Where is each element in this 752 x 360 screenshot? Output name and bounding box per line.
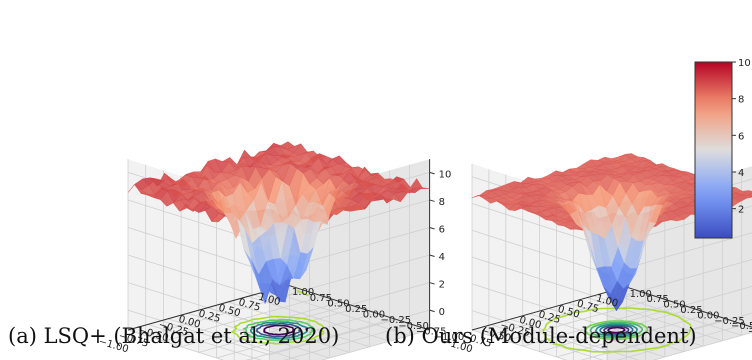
contour-line <box>589 321 644 339</box>
contour-line <box>296 289 309 297</box>
z-tick-label: 4 <box>439 252 445 263</box>
panel-a: 0 2 4 6 8 10 −1.00−0.75−0.50−0.250.000.250.500… <box>97 141 465 360</box>
y-tick-label: 0.00 <box>363 310 385 321</box>
grid <box>471 163 752 360</box>
y-tick-label: 1.00 <box>292 287 314 298</box>
y-tick-label: −0.25 <box>381 315 412 326</box>
caption-panel-a: (a) LSQ+ (Bhalgat et al., 2020) <box>8 324 340 348</box>
colorbar-tick-label: 10 <box>738 58 751 69</box>
contour-line <box>607 326 626 334</box>
contour-line <box>599 324 634 336</box>
colorbar-tick-label: 4 <box>738 168 744 179</box>
colorbar: 2 4 6 8 10 <box>694 58 751 239</box>
contour-line <box>594 323 639 338</box>
surface <box>471 153 752 312</box>
surface <box>127 141 430 305</box>
contour-lines <box>542 307 693 353</box>
contour-line <box>230 315 325 345</box>
colorbar-tick-label: 8 <box>738 95 744 106</box>
surface-patch <box>280 141 295 150</box>
y-tick-label: −0.75 <box>748 327 752 338</box>
contour-line <box>584 320 649 341</box>
y-tick-label: −0.50 <box>398 321 429 332</box>
contour-line <box>255 322 302 338</box>
y-tick-label: 0.50 <box>663 300 685 311</box>
z-tick-mark <box>429 282 435 285</box>
colorbar-tick-label: 6 <box>738 131 744 142</box>
y-tick-label: 0.00 <box>697 310 719 321</box>
y-tick-label: 0.75 <box>310 293 332 304</box>
contour-line <box>249 321 309 340</box>
y-tick-label: −0.25 <box>714 316 745 327</box>
y-tick-label: 0.75 <box>647 294 669 305</box>
colorbar-tick-label: 2 <box>738 205 744 216</box>
y-tick-label: 0.50 <box>327 298 349 309</box>
y-tick-label: 0.25 <box>345 304 367 315</box>
y-tick-label: 1.00 <box>630 289 652 300</box>
contour-line <box>542 307 693 353</box>
y-tick-label: 0.25 <box>680 305 702 316</box>
z-tick-mark <box>429 171 435 175</box>
z-tick-label: 8 <box>439 197 445 208</box>
y-tick-label: −0.50 <box>731 321 752 332</box>
contour-lines <box>230 289 325 345</box>
y-tick-label: −1.00 <box>434 332 465 343</box>
z-tick-label: 0 <box>439 307 445 318</box>
contour-line <box>242 319 316 342</box>
z-tick-label: 10 <box>439 169 452 180</box>
contour-line <box>603 325 630 335</box>
z-tick-mark <box>429 199 435 202</box>
axes <box>471 286 752 331</box>
z-tick-mark <box>429 227 435 230</box>
z-tick-label: 2 <box>439 280 445 291</box>
colorbar-gradient <box>694 61 733 239</box>
z-tick-mark <box>429 254 435 258</box>
z-tick-mark <box>429 309 435 313</box>
caption-panel-b: (b) Ours (Module-dependent) <box>385 324 697 348</box>
y-tick-label: −0.75 <box>416 326 447 337</box>
surface-patch <box>618 153 632 157</box>
contour-line <box>262 324 296 336</box>
z-tick-label: 6 <box>439 224 445 235</box>
